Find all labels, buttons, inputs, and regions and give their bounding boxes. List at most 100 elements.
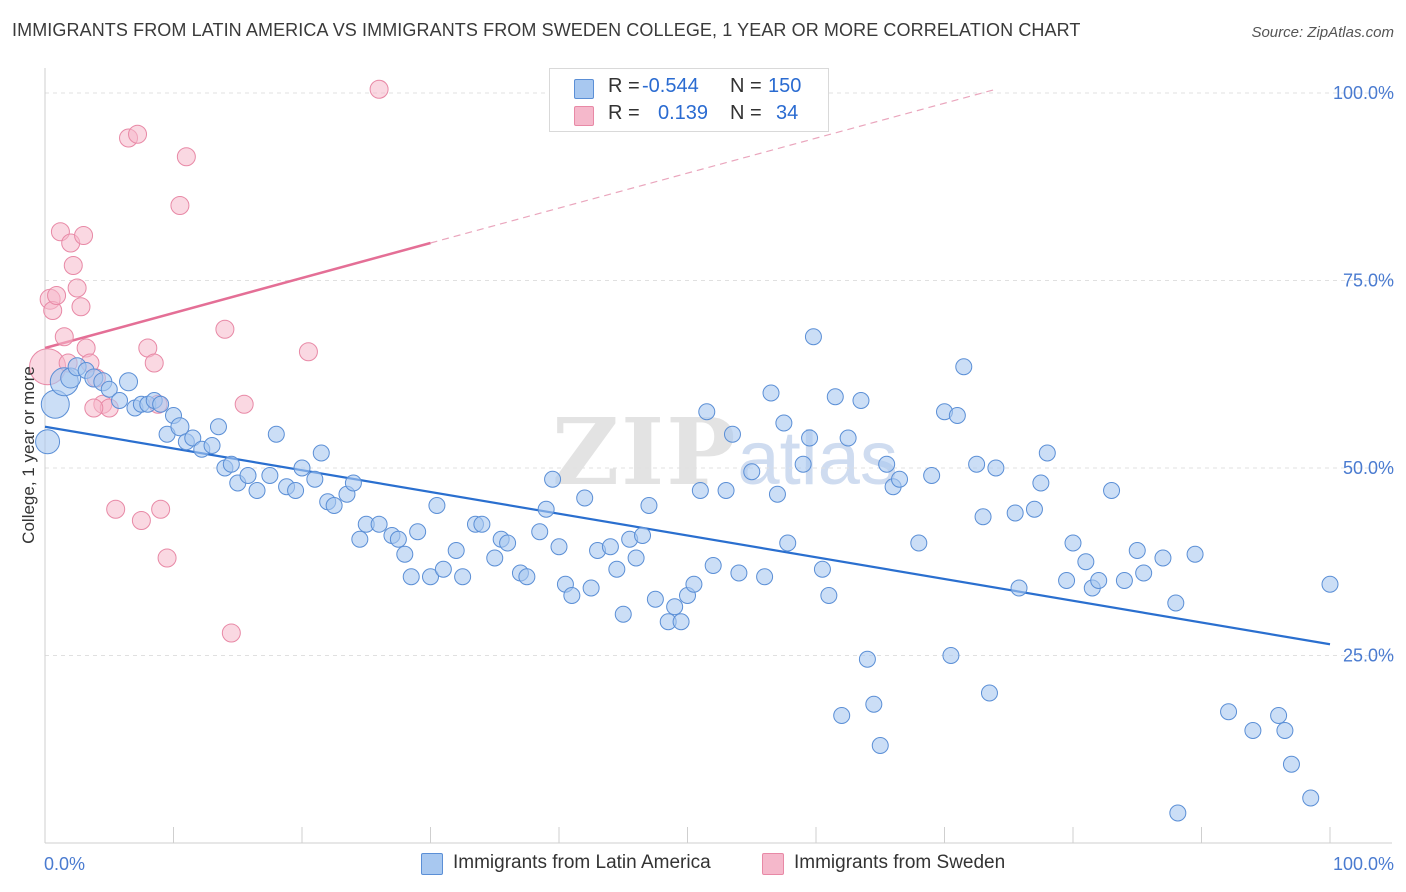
data-point-latin-america xyxy=(779,534,797,552)
data-point-latin-america xyxy=(1128,542,1146,559)
bottom-legend-swatch-blue xyxy=(421,853,443,875)
data-point-latin-america xyxy=(1058,572,1076,589)
data-point-latin-america xyxy=(203,437,221,454)
data-point-latin-america xyxy=(627,549,645,567)
data-point-latin-america xyxy=(1077,553,1095,571)
data-point-latin-america xyxy=(396,545,414,563)
data-point-sweden xyxy=(128,124,148,144)
data-point-latin-america xyxy=(351,530,369,548)
data-point-latin-america xyxy=(634,527,652,544)
data-point-latin-america xyxy=(942,647,960,664)
legend-n-label: N = xyxy=(730,75,762,97)
data-point-latin-america xyxy=(486,549,504,567)
data-point-latin-america xyxy=(1032,474,1050,492)
data-point-latin-america xyxy=(601,538,619,556)
data-point-sweden xyxy=(74,226,94,245)
y-tick-label: 25.0% xyxy=(1343,646,1394,666)
data-point-latin-america xyxy=(730,564,748,582)
data-point-latin-america xyxy=(762,384,780,402)
data-point-latin-america xyxy=(768,485,786,503)
trend-line-sweden-extension xyxy=(430,88,997,244)
correlation-legend: R = -0.544 N = 150 R = 0.139 N = 34 xyxy=(549,68,829,132)
legend-r-label: R = xyxy=(608,75,640,97)
data-point-latin-america xyxy=(152,395,170,413)
data-point-sweden xyxy=(221,623,241,643)
data-point-latin-america xyxy=(184,429,202,447)
data-point-latin-america xyxy=(576,489,594,507)
data-point-latin-america xyxy=(1115,572,1133,589)
data-point-sweden xyxy=(234,394,254,414)
data-point-latin-america xyxy=(704,557,722,574)
source-credit: Source: ZipAtlas.com xyxy=(1251,24,1394,41)
data-point-latin-america xyxy=(100,380,118,398)
data-point-latin-america xyxy=(370,515,388,533)
data-point-latin-america xyxy=(865,695,883,713)
data-point-latin-america xyxy=(820,587,838,604)
bottom-legend-swatch-pink xyxy=(762,853,784,875)
data-point-latin-america xyxy=(170,417,190,437)
data-point-latin-america xyxy=(344,474,362,492)
x-tick-label: 0.0% xyxy=(44,854,85,874)
data-point-latin-america xyxy=(878,455,896,473)
data-point-latin-america xyxy=(422,568,439,586)
data-point-latin-america xyxy=(563,587,581,604)
legend-n-value: 150 xyxy=(768,75,802,97)
series-latin-america-points xyxy=(35,328,1339,822)
legend-n-value: 34 xyxy=(776,102,799,124)
legend-n-label: N = xyxy=(730,102,762,124)
data-point-latin-america xyxy=(833,707,851,724)
data-point-latin-america xyxy=(910,534,928,552)
data-point-latin-america xyxy=(743,463,761,481)
data-point-latin-america xyxy=(1186,545,1204,563)
bottom-legend-label: Immigrants from Latin America xyxy=(453,852,711,873)
data-point-sweden xyxy=(176,147,196,167)
tick-labels: 25.0% 50.0% 75.0% 100.0% 0.0% 100.0% xyxy=(44,83,1394,874)
data-point-latin-america xyxy=(454,568,472,586)
data-point-latin-america xyxy=(261,467,279,484)
data-point-sweden xyxy=(144,353,164,373)
data-point-latin-america xyxy=(434,560,452,578)
data-point-latin-america xyxy=(499,534,517,552)
data-point-latin-america xyxy=(955,358,973,376)
series-sweden-points xyxy=(29,79,389,643)
data-point-sweden xyxy=(106,499,126,519)
data-point-latin-america xyxy=(698,403,716,421)
data-point-latin-america xyxy=(987,459,1005,477)
legend-swatch-blue xyxy=(574,79,594,99)
data-point-sweden xyxy=(54,327,74,347)
data-point-latin-america xyxy=(544,470,562,488)
data-point-latin-america xyxy=(1302,789,1320,807)
bottom-legend-label: Immigrants from Sweden xyxy=(794,852,1006,873)
data-point-latin-america xyxy=(646,590,664,608)
trend-line-latin-america xyxy=(44,425,1331,646)
data-point-latin-america xyxy=(974,508,992,526)
legend-r-value: -0.544 xyxy=(642,75,699,97)
data-point-sweden xyxy=(151,499,171,519)
data-point-latin-america xyxy=(111,392,129,409)
data-point-latin-america xyxy=(801,429,819,447)
data-point-latin-america xyxy=(1154,549,1172,567)
data-point-latin-america xyxy=(756,568,774,586)
data-point-latin-america xyxy=(614,605,632,623)
data-point-latin-america xyxy=(312,444,330,462)
data-point-latin-america xyxy=(804,328,822,346)
data-point-latin-america xyxy=(1167,594,1185,612)
y-axis-title: College, 1 year or more xyxy=(19,366,38,544)
data-point-latin-america xyxy=(1135,564,1153,582)
data-point-latin-america xyxy=(948,407,966,424)
data-point-latin-america xyxy=(428,497,446,514)
data-point-latin-america xyxy=(891,470,909,488)
data-point-sweden xyxy=(298,342,318,362)
data-point-latin-america xyxy=(666,598,684,616)
legend-r-value: 0.139 xyxy=(658,102,709,124)
data-point-latin-america xyxy=(871,737,889,754)
data-point-latin-america xyxy=(531,523,549,541)
data-point-sweden xyxy=(47,286,67,305)
data-point-latin-america xyxy=(267,425,285,443)
y-tick-label: 75.0% xyxy=(1343,271,1394,291)
data-point-latin-america xyxy=(640,497,658,514)
data-point-sweden xyxy=(71,297,91,317)
data-point-latin-america xyxy=(248,482,266,499)
data-point-sweden xyxy=(215,319,235,339)
data-point-latin-america xyxy=(537,500,555,518)
